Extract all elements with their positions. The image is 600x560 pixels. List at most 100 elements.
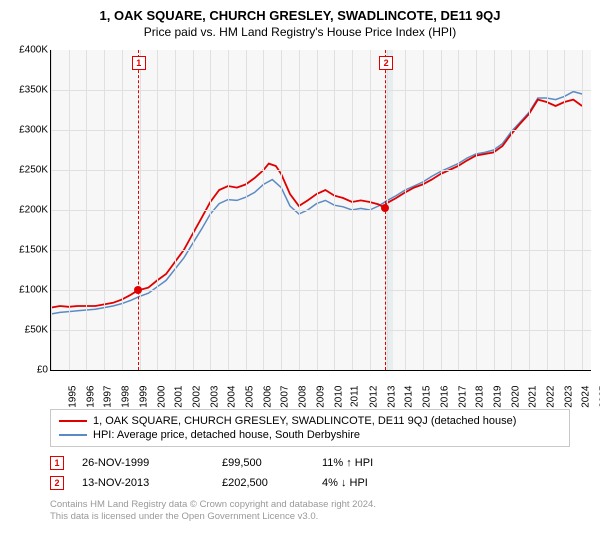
x-tick-label: 2012: [368, 386, 379, 408]
chart-area: 12 £0£50K£100K£150K£200K£250K£300K£350K£…: [0, 45, 600, 405]
gridline-v: [51, 50, 52, 370]
y-tick-label: £0: [3, 365, 48, 376]
chart-title: 1, OAK SQUARE, CHURCH GRESLEY, SWADLINCO…: [0, 0, 600, 23]
sale-point: [381, 204, 389, 212]
x-tick-label: 2007: [280, 386, 291, 408]
gridline-v: [228, 50, 229, 370]
sale-date: 13-NOV-2013: [82, 477, 222, 489]
gridline-v: [193, 50, 194, 370]
gridline-h: [51, 290, 591, 291]
sale-row: 2 13-NOV-2013£202,5004% ↓ HPI: [50, 473, 570, 493]
sale-row-marker: 2: [50, 476, 64, 490]
x-tick-label: 2017: [457, 386, 468, 408]
gridline-v: [494, 50, 495, 370]
gridline-v: [299, 50, 300, 370]
sale-delta: 11% ↑ HPI: [322, 457, 442, 469]
x-tick-label: 2014: [404, 386, 415, 408]
legend-label: HPI: Average price, detached house, Sout…: [93, 429, 360, 441]
sale-row: 1 26-NOV-1999£99,50011% ↑ HPI: [50, 453, 570, 473]
plot-area: 12: [50, 50, 591, 371]
gridline-v: [104, 50, 105, 370]
sale-delta: 4% ↓ HPI: [322, 477, 442, 489]
sale-marker-box: 2: [379, 56, 393, 70]
gridline-v: [334, 50, 335, 370]
gridline-v: [405, 50, 406, 370]
chart-subtitle: Price paid vs. HM Land Registry's House …: [0, 23, 600, 45]
x-tick-label: 2016: [439, 386, 450, 408]
gridline-v: [157, 50, 158, 370]
legend-row: 1, OAK SQUARE, CHURCH GRESLEY, SWADLINCO…: [59, 414, 561, 428]
x-tick-label: 2023: [563, 386, 574, 408]
sale-price: £202,500: [222, 477, 322, 489]
footer-line1: Contains HM Land Registry data © Crown c…: [50, 499, 570, 511]
gridline-v: [281, 50, 282, 370]
gridline-v: [547, 50, 548, 370]
x-tick-label: 2018: [474, 386, 485, 408]
y-tick-label: £300K: [3, 125, 48, 136]
gridline-v: [564, 50, 565, 370]
gridline-h: [51, 250, 591, 251]
gridline-v: [423, 50, 424, 370]
x-tick-label: 2002: [191, 386, 202, 408]
sale-marker-box: 1: [132, 56, 146, 70]
x-tick-label: 2021: [528, 386, 539, 408]
x-tick-label: 1998: [120, 386, 131, 408]
gridline-v: [175, 50, 176, 370]
gridline-v: [511, 50, 512, 370]
x-tick-label: 2024: [581, 386, 592, 408]
gridline-v: [263, 50, 264, 370]
legend-label: 1, OAK SQUARE, CHURCH GRESLEY, SWADLINCO…: [93, 415, 516, 427]
sale-price: £99,500: [222, 457, 322, 469]
gridline-h: [51, 90, 591, 91]
y-tick-label: £400K: [3, 45, 48, 56]
gridline-v: [210, 50, 211, 370]
gridline-v: [476, 50, 477, 370]
x-tick-label: 2006: [262, 386, 273, 408]
gridline-v: [582, 50, 583, 370]
gridline-v: [122, 50, 123, 370]
x-tick-label: 2019: [492, 386, 503, 408]
x-tick-label: 2003: [209, 386, 220, 408]
gridline-v: [441, 50, 442, 370]
x-tick-label: 1999: [138, 386, 149, 408]
x-tick-label: 2005: [244, 386, 255, 408]
footer-line2: This data is licensed under the Open Gov…: [50, 511, 570, 523]
y-tick-label: £250K: [3, 165, 48, 176]
x-tick-label: 2000: [156, 386, 167, 408]
sale-marker-line: [138, 50, 139, 370]
gridline-h: [51, 170, 591, 171]
y-tick-label: £100K: [3, 285, 48, 296]
x-tick-label: 1995: [67, 386, 78, 408]
footer-attribution: Contains HM Land Registry data © Crown c…: [50, 499, 570, 524]
gridline-h: [51, 210, 591, 211]
x-tick-label: 1996: [85, 386, 96, 408]
x-tick-label: 2011: [350, 386, 361, 408]
y-tick-label: £150K: [3, 245, 48, 256]
x-tick-label: 2013: [386, 386, 397, 408]
sales-table: 1 26-NOV-1999£99,50011% ↑ HPI 2 13-NOV-2013…: [50, 453, 570, 493]
x-tick-label: 2010: [333, 386, 344, 408]
sale-row-marker: 1: [50, 456, 64, 470]
legend-swatch: [59, 420, 87, 422]
y-tick-label: £200K: [3, 205, 48, 216]
y-tick-label: £350K: [3, 85, 48, 96]
gridline-v: [317, 50, 318, 370]
legend-swatch: [59, 434, 87, 436]
y-tick-label: £50K: [3, 325, 48, 336]
sale-date: 26-NOV-1999: [82, 457, 222, 469]
legend-row: HPI: Average price, detached house, Sout…: [59, 428, 561, 442]
gridline-v: [370, 50, 371, 370]
gridline-v: [529, 50, 530, 370]
gridline-v: [246, 50, 247, 370]
sale-point: [134, 286, 142, 294]
gridline-h: [51, 130, 591, 131]
x-tick-label: 2022: [545, 386, 556, 408]
x-tick-label: 2001: [173, 386, 184, 408]
legend: 1, OAK SQUARE, CHURCH GRESLEY, SWADLINCO…: [50, 409, 570, 447]
gridline-v: [458, 50, 459, 370]
x-tick-label: 2015: [421, 386, 432, 408]
gridline-v: [140, 50, 141, 370]
x-tick-label: 2009: [315, 386, 326, 408]
gridline-v: [352, 50, 353, 370]
gridline-h: [51, 330, 591, 331]
